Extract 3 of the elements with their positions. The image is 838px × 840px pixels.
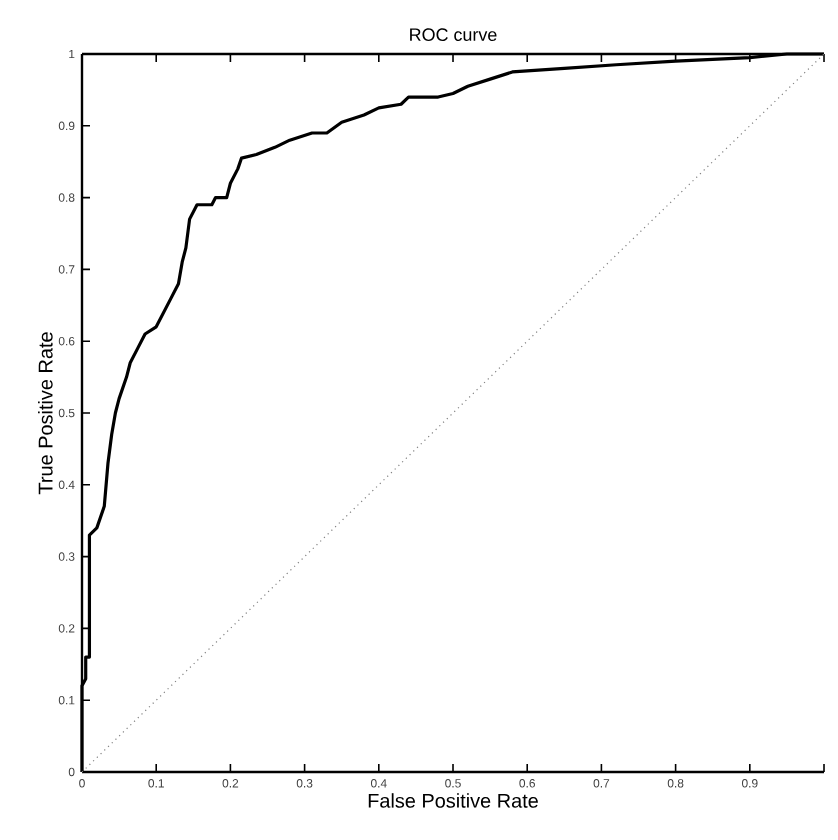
x-axis-title: False Positive Rate xyxy=(368,793,538,808)
y-axis-title: True Positive Rate xyxy=(38,332,53,495)
chart-title: ROC curve xyxy=(410,28,497,42)
